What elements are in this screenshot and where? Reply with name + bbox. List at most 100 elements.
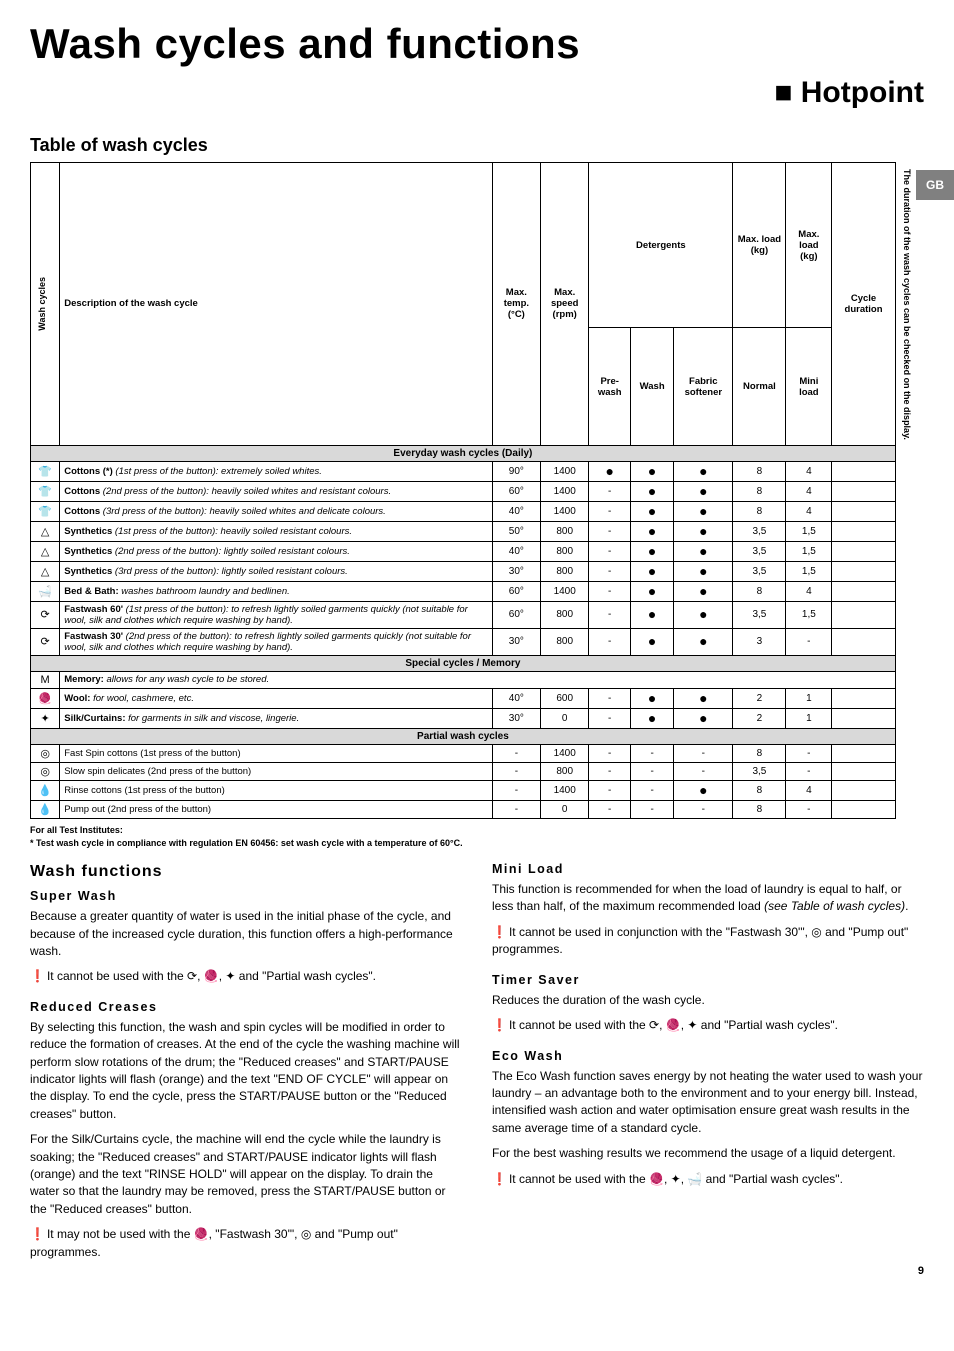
- function-body: The Eco Wash function saves energy by no…: [492, 1068, 924, 1138]
- function-warning: It cannot be used with the ⟳, 🧶, ✦ and "…: [492, 1017, 924, 1034]
- cell-duration: [832, 762, 896, 780]
- cell-rpm: 800: [541, 628, 589, 655]
- cell-mini: 1,5: [786, 601, 832, 628]
- cycle-icon: 👕: [31, 501, 60, 521]
- cell-temp: 60°: [492, 601, 540, 628]
- cycle-description: Cottons (2nd press of the button): heavi…: [60, 481, 492, 501]
- duration-note: The duration of the wash cycles can be c…: [900, 165, 914, 444]
- cycle-description: Slow spin delicates (2nd press of the bu…: [60, 762, 492, 780]
- cell-normal: 3,5: [733, 601, 786, 628]
- cycle-description: Wool: for wool, cashmere, etc.: [60, 688, 492, 708]
- cell-duration: [832, 541, 896, 561]
- cell-pre: -: [589, 521, 631, 541]
- cell-temp: 60°: [492, 581, 540, 601]
- function-body: By selecting this function, the wash and…: [30, 1019, 462, 1123]
- cell-normal: 8: [733, 581, 786, 601]
- cell-pre: -: [589, 688, 631, 708]
- table-row: ⟳Fastwash 30' (2nd press of the button):…: [31, 628, 925, 655]
- cycle-description: Fast Spin cottons (1st press of the butt…: [60, 744, 492, 762]
- function-body: Because a greater quantity of water is u…: [30, 908, 462, 960]
- cycle-icon: ◎: [31, 762, 60, 780]
- cell-wash: ●: [631, 481, 674, 501]
- cell-temp: 30°: [492, 628, 540, 655]
- col-rpm: Max. speed (rpm): [541, 163, 589, 446]
- cycle-description: Silk/Curtains: for garments in silk and …: [60, 708, 492, 728]
- cell-normal: 3,5: [733, 561, 786, 581]
- cell-mini: 4: [786, 780, 832, 800]
- cycle-icon: △: [31, 521, 60, 541]
- cycle-icon: 🧶: [31, 688, 60, 708]
- table-row: 👕Cottons (*) (1st press of the button): …: [31, 461, 925, 481]
- footnote-2: * Test wash cycle in compliance with reg…: [30, 838, 924, 848]
- cell-duration: [832, 521, 896, 541]
- cell-normal: 3,5: [733, 762, 786, 780]
- cell-soft: -: [674, 762, 733, 780]
- table-row: 🧶Wool: for wool, cashmere, etc.40°600-●●…: [31, 688, 925, 708]
- table-row: 💧Pump out (2nd press of the button)-0---…: [31, 800, 925, 818]
- col-description: Description of the wash cycle: [60, 163, 492, 446]
- cell-duration: [832, 461, 896, 481]
- col-wash: Wash: [631, 328, 674, 446]
- cell-duration: [832, 581, 896, 601]
- cell-temp: -: [492, 762, 540, 780]
- cycle-icon: △: [31, 541, 60, 561]
- cell-wash: ●: [631, 601, 674, 628]
- page-title: Wash cycles and functions: [30, 20, 924, 68]
- function-warning: It may not be used with the 🧶, "Fastwash…: [30, 1226, 462, 1261]
- cell-soft: ●: [674, 688, 733, 708]
- function-body: For the best washing results we recommen…: [492, 1145, 924, 1162]
- cell-soft: ●: [674, 561, 733, 581]
- cycle-description: Fastwash 30' (2nd press of the button): …: [60, 628, 492, 655]
- cell-mini: 1: [786, 708, 832, 728]
- cell-wash: ●: [631, 561, 674, 581]
- cell-mini: 4: [786, 501, 832, 521]
- function-title: Timer Saver: [492, 971, 924, 989]
- function-body: For the Silk/Curtains cycle, the machine…: [30, 1131, 462, 1218]
- table-row: 👕Cottons (2nd press of the button): heav…: [31, 481, 925, 501]
- cell-soft: -: [674, 800, 733, 818]
- category-header: Special cycles / Memory: [31, 655, 896, 671]
- cell-temp: 40°: [492, 541, 540, 561]
- cycle-description: Memory: allows for any wash cycle to be …: [60, 671, 896, 688]
- cell-duration: [832, 744, 896, 762]
- cell-normal: 8: [733, 501, 786, 521]
- cell-normal: 3: [733, 628, 786, 655]
- table-row: △Synthetics (1st press of the button): h…: [31, 521, 925, 541]
- cycle-description: Synthetics (1st press of the button): he…: [60, 521, 492, 541]
- category-header: Everyday wash cycles (Daily): [31, 445, 896, 461]
- cell-wash: -: [631, 744, 674, 762]
- cell-wash: ●: [631, 628, 674, 655]
- cell-normal: 8: [733, 744, 786, 762]
- col-wash-cycles: Wash cycles: [35, 273, 49, 335]
- cell-pre: -: [589, 628, 631, 655]
- cell-pre: -: [589, 762, 631, 780]
- cell-pre: -: [589, 541, 631, 561]
- table-row: MMemory: allows for any wash cycle to be…: [31, 671, 925, 688]
- cell-duration: [832, 501, 896, 521]
- cell-wash: ●: [631, 541, 674, 561]
- table-heading: Table of wash cycles: [30, 135, 924, 156]
- table-row: 👕Cottons (3rd press of the button): heav…: [31, 501, 925, 521]
- cell-temp: 40°: [492, 688, 540, 708]
- cell-pre: -: [589, 780, 631, 800]
- region-tag: GB: [916, 170, 954, 200]
- cell-normal: 8: [733, 780, 786, 800]
- cycle-description: Rinse cottons (1st press of the button): [60, 780, 492, 800]
- cycle-icon: ⟳: [31, 601, 60, 628]
- cell-duration: [832, 708, 896, 728]
- cycle-description: Cottons (*) (1st press of the button): e…: [60, 461, 492, 481]
- cell-rpm: 800: [541, 561, 589, 581]
- cell-mini: 1,5: [786, 561, 832, 581]
- function-title: Mini Load: [492, 860, 924, 878]
- cell-wash: ●: [631, 581, 674, 601]
- footnote-1: For all Test Institutes:: [30, 825, 924, 835]
- cycle-description: Cottons (3rd press of the button): heavi…: [60, 501, 492, 521]
- cycle-icon: ✦: [31, 708, 60, 728]
- cell-pre: ●: [589, 461, 631, 481]
- functions-right-col: Mini LoadThis function is recommended fo…: [492, 860, 924, 1269]
- function-body: Reduces the duration of the wash cycle.: [492, 992, 924, 1009]
- cell-rpm: 600: [541, 688, 589, 708]
- cell-mini: -: [786, 762, 832, 780]
- cell-soft: ●: [674, 780, 733, 800]
- cell-wash: ●: [631, 461, 674, 481]
